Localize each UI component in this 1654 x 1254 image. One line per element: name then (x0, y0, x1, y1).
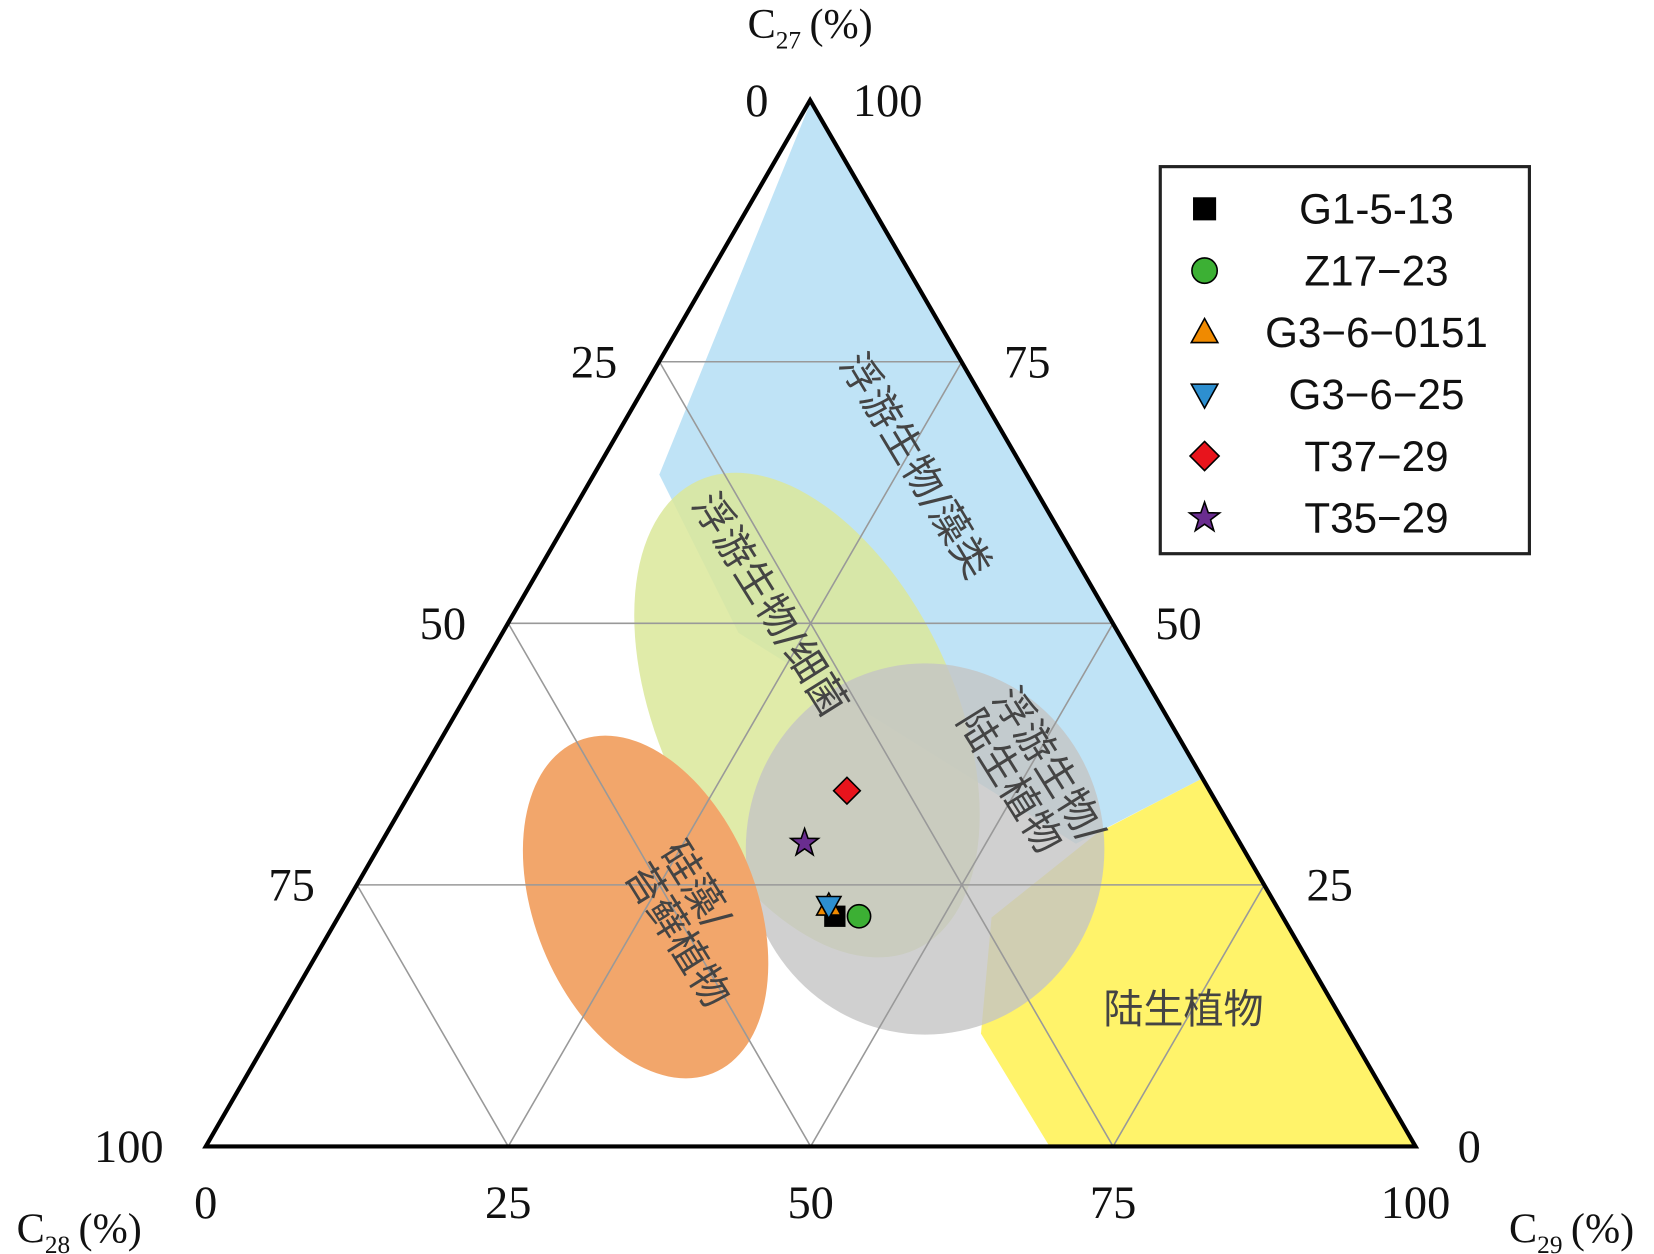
axis-title-sub: 29 (1537, 1231, 1562, 1254)
field-label: 陆生植物 (1103, 987, 1263, 1033)
c28-tick-label: 100 (94, 1122, 164, 1173)
points (788, 776, 872, 929)
marker (1193, 197, 1217, 221)
grid-line (809, 622, 1114, 1147)
c29-tick-label: 0 (194, 1178, 217, 1229)
c27-tick-label: 50 (1155, 599, 1201, 650)
marker (1189, 316, 1220, 344)
legend-box (1158, 165, 1531, 556)
marker (1191, 257, 1219, 285)
axis-title-sub: 28 (45, 1231, 70, 1254)
field-region (522, 735, 769, 1079)
c29-tick-label: 75 (1090, 1178, 1136, 1229)
legend-label: T37−29 (1304, 433, 1448, 480)
grid-line (1112, 884, 1265, 1147)
field-label-line: 陆生植物 (1103, 987, 1263, 1033)
legend-label: G3−6−25 (1289, 371, 1465, 418)
c28-tick-label: 25 (571, 338, 617, 389)
axis-title-base: C (1509, 1205, 1537, 1252)
axis-title: C27 (%) (748, 1, 873, 55)
triangle-frame (202, 95, 1420, 1149)
grid-line (507, 361, 963, 1147)
c27-tick-label: 25 (1306, 861, 1352, 912)
marker (1188, 440, 1221, 472)
c29-tick-label: 50 (787, 1178, 833, 1229)
axis-title-unit: (%) (1571, 1205, 1634, 1252)
axis-title-sub: 27 (776, 27, 801, 55)
legend-label: Z17−23 (1304, 247, 1448, 294)
field-region (745, 663, 1105, 1035)
c27-tick-label: 100 (853, 76, 923, 127)
axis-title-unit: (%) (809, 1, 872, 48)
axis-title-base: C (17, 1205, 45, 1252)
marker (788, 826, 821, 857)
axis-title-base: C (748, 1, 776, 48)
marker (846, 903, 872, 929)
legend-label: G1-5-13 (1299, 186, 1454, 233)
marker (815, 895, 843, 921)
marker (1189, 383, 1220, 410)
legend-label: G3−6−0151 (1265, 309, 1488, 356)
c28-tick-label: 0 (745, 76, 768, 127)
legend: G1-5-13 Z17−23 G3−6−0151 G3−6−25 T37−29 T35−2… (1187, 186, 1488, 542)
axis-title-unit: (%) (79, 1205, 142, 1252)
grid-line (356, 884, 509, 1147)
marker (1187, 499, 1222, 533)
marker (832, 776, 862, 806)
grid-line (658, 361, 1114, 1147)
axis-title: C28 (%) (17, 1205, 142, 1254)
c28-tick-label: 75 (268, 861, 314, 912)
c29-tick-label: 25 (485, 1178, 531, 1229)
fields (522, 103, 1416, 1147)
legend-label: T35−29 (1304, 495, 1448, 542)
c27-tick-label: 0 (1458, 1122, 1481, 1173)
c27-tick-label: 75 (1004, 338, 1050, 389)
c28-tick-label: 50 (420, 599, 466, 650)
axis-title: C29 (%) (1509, 1205, 1634, 1254)
c29-tick-label: 100 (1381, 1178, 1451, 1229)
